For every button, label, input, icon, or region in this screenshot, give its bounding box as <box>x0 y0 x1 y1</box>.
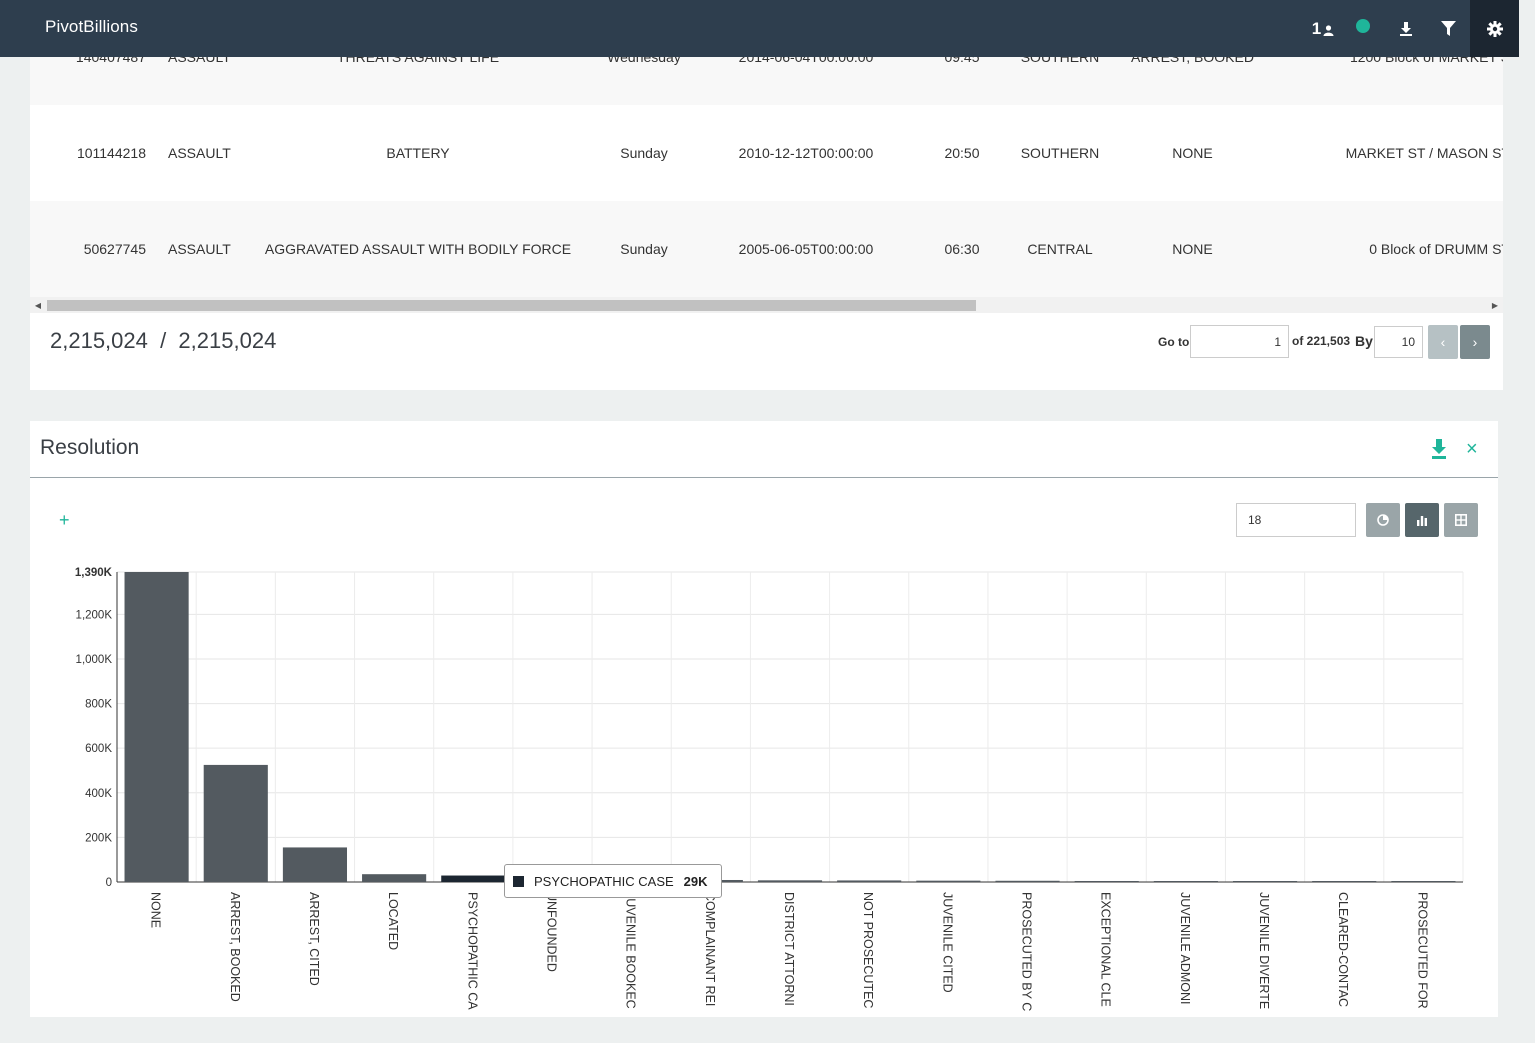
table-row[interactable]: 50627745 ASSAULT AGGRAVATED ASSAULT WITH… <box>30 201 1503 297</box>
scroll-right-arrow-icon[interactable]: ▶ <box>1491 300 1499 310</box>
cell-time: 20:50 <box>944 145 980 161</box>
tooltip-value: 29K <box>683 873 708 889</box>
x-tick-label: LOCATED <box>386 892 400 950</box>
x-tick-label: PROSECUTED FOR <box>1415 892 1429 1009</box>
connection-status-icon[interactable] <box>1352 0 1374 57</box>
cell-day: Sunday <box>620 241 668 257</box>
table-icon <box>1455 514 1467 526</box>
cell-district: SOUTHERN <box>1020 145 1100 161</box>
tooltip-label: PSYCHOPATHIC CASE <box>534 873 674 889</box>
x-tick-label: EXCEPTIONAL CLE <box>1099 892 1113 1007</box>
x-tick-label: JUVENILE DIVERTE <box>1257 892 1271 1009</box>
scrollbar-thumb[interactable] <box>47 300 976 311</box>
settings-gear-icon[interactable] <box>1470 0 1519 57</box>
y-tick-label: 0 <box>106 877 112 889</box>
cell-resolution: NONE <box>1172 241 1213 257</box>
y-tick-label: 600K <box>85 743 112 755</box>
resolution-chart-panel: Resolution × + <box>30 421 1498 1017</box>
x-tick-label: NOT PROSECUTEC <box>861 892 875 1008</box>
download-icon[interactable] <box>1394 0 1418 57</box>
bar <box>916 880 981 882</box>
pie-chart-icon <box>1377 514 1389 526</box>
user-count: 1 <box>1311 18 1322 38</box>
user-icon <box>1323 25 1334 36</box>
page-number-input[interactable] <box>1190 325 1289 358</box>
panel-download-icon[interactable] <box>1430 439 1450 461</box>
cell-day: Sunday <box>620 145 668 161</box>
panel-divider <box>30 477 1498 478</box>
cell-address: 0 Block of DRUMM ST <box>1369 241 1503 257</box>
bar <box>362 874 427 882</box>
y-tick-label: 1,000K <box>76 654 113 666</box>
cell-time: 06:30 <box>944 241 980 257</box>
scroll-left-arrow-icon[interactable]: ◀ <box>34 300 42 310</box>
x-tick-label: PSYCHOPATHIC CA <box>465 892 479 1010</box>
x-tick-label: NONE <box>149 892 163 928</box>
next-page-button[interactable]: › <box>1460 325 1490 359</box>
cell-incident-id: 50627745 <box>83 241 146 257</box>
bar <box>1391 881 1456 882</box>
cell-category: ASSAULT <box>168 145 231 161</box>
filter-icon[interactable] <box>1436 0 1460 57</box>
bar <box>282 847 348 882</box>
cell-resolution: NONE <box>1172 145 1213 161</box>
bar <box>1232 881 1298 882</box>
y-tick-label: 200K <box>85 832 112 844</box>
y-tick-label: 1,390K <box>75 567 113 579</box>
y-tick-label: 400K <box>85 788 112 800</box>
bar <box>1312 881 1377 882</box>
x-tick-label: DISTRICT ATTORNI <box>782 892 796 1006</box>
cell-category: ASSAULT <box>168 241 231 257</box>
table-row[interactable]: 101144218 ASSAULT BATTERY Sunday 2010-12… <box>30 105 1503 201</box>
cell-description: AGGRAVATED ASSAULT WITH BODILY FORCE <box>264 241 572 257</box>
x-tick-label: PROSECUTED BY C <box>1020 892 1034 1011</box>
x-tick-label: CLEARED-CONTAC <box>1336 892 1350 1007</box>
x-tick-label: ARREST, CITED <box>307 892 321 986</box>
bar <box>124 572 189 882</box>
bar-chart-icon <box>1417 516 1427 526</box>
total-pages-label: of 221,503 <box>1292 334 1351 348</box>
chart-tooltip: PSYCHOPATHIC CASE 29K <box>504 864 722 898</box>
pie-view-button[interactable] <box>1366 503 1400 537</box>
bar <box>757 880 823 882</box>
cell-date: 2005-06-05T00:00:00 <box>738 241 874 257</box>
row-count: 2,215,024 / 2,215,024 <box>50 328 277 353</box>
goto-label: Go to <box>1158 335 1190 349</box>
per-page-label: By <box>1355 333 1373 349</box>
top-navbar: PivotBillions 1 <box>0 0 1519 57</box>
cell-district: CENTRAL <box>1027 241 1093 257</box>
bar-view-button[interactable] <box>1405 503 1439 537</box>
app-title[interactable]: PivotBillions <box>45 17 138 36</box>
bar <box>203 764 268 882</box>
bar <box>1153 881 1218 882</box>
prev-page-button[interactable]: ‹ <box>1428 325 1458 359</box>
y-tick-label: 800K <box>85 699 112 711</box>
per-page-input[interactable] <box>1374 326 1423 358</box>
x-tick-label: JUVENILE ADMONI <box>1178 892 1192 1005</box>
cell-address: MARKET ST / MASON ST <box>1345 145 1503 161</box>
x-tick-label: COMPLAINANT REI <box>703 892 717 1006</box>
panel-close-icon[interactable]: × <box>1466 438 1478 460</box>
bar <box>441 875 506 882</box>
x-tick-label: JUVENILE CITED <box>940 892 954 993</box>
x-tick-label: JUVENILE BOOKEC <box>624 892 638 1009</box>
users-indicator[interactable]: 1 <box>1306 0 1340 57</box>
cell-incident-id: 101144218 <box>76 145 146 161</box>
table-view-button[interactable] <box>1444 503 1478 537</box>
bar <box>837 880 902 882</box>
cell-date: 2010-12-12T00:00:00 <box>738 145 874 161</box>
bar <box>995 880 1060 882</box>
panel-title: Resolution <box>40 436 140 459</box>
x-tick-label: UNFOUNDED <box>544 892 558 972</box>
bar <box>1074 880 1139 882</box>
y-tick-label: 1,200K <box>76 609 113 621</box>
tooltip-swatch <box>513 875 524 887</box>
x-tick-label: ARREST, BOOKED <box>228 892 242 1002</box>
add-icon[interactable]: + <box>59 510 70 530</box>
limit-input[interactable] <box>1236 503 1356 537</box>
horizontal-scrollbar[interactable]: ◀ ▶ <box>30 297 1503 313</box>
cell-description: BATTERY <box>386 145 450 161</box>
